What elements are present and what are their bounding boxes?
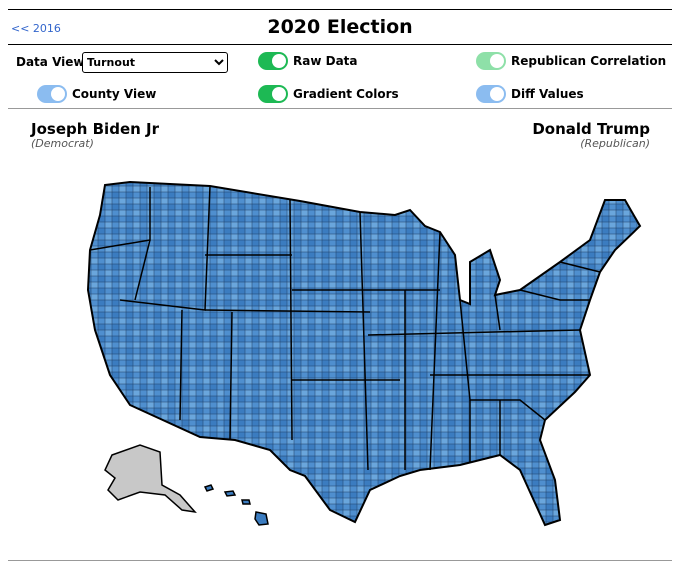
back-link[interactable]: << 2016: [11, 22, 61, 35]
correlation-toggle[interactable]: [476, 52, 506, 70]
alaska[interactable]: [104, 444, 197, 514]
footer-rule: [8, 560, 672, 561]
county-view-toggle[interactable]: [37, 85, 67, 103]
toggle-label: Raw Data: [293, 54, 358, 68]
candidate-party: (Democrat): [31, 137, 94, 150]
toggle-label: Gradient Colors: [293, 87, 399, 101]
map: [86, 180, 642, 527]
data-view-label: Data View:: [16, 55, 90, 69]
candidate-party: (Republican): [580, 137, 650, 150]
page-title: 2020 Election: [267, 16, 413, 38]
controls-rule: [8, 108, 672, 109]
toggle-label: County View: [72, 87, 157, 101]
gradient-toggle[interactable]: [258, 85, 288, 103]
candidate-name: Donald Trump: [532, 120, 650, 138]
toggle-label: Republican Correlation: [511, 54, 667, 68]
hawaii[interactable]: [203, 484, 269, 526]
raw-data-toggle[interactable]: [258, 52, 288, 70]
diff-values-toggle[interactable]: [476, 85, 506, 103]
toggle-label: Diff Values: [511, 87, 584, 101]
candidate-name: Joseph Biden Jr: [31, 120, 159, 138]
data-view-select[interactable]: Turnout: [82, 52, 228, 73]
state-borders: [89, 185, 601, 471]
header-rule: [8, 44, 672, 45]
top-rule: [8, 9, 672, 10]
